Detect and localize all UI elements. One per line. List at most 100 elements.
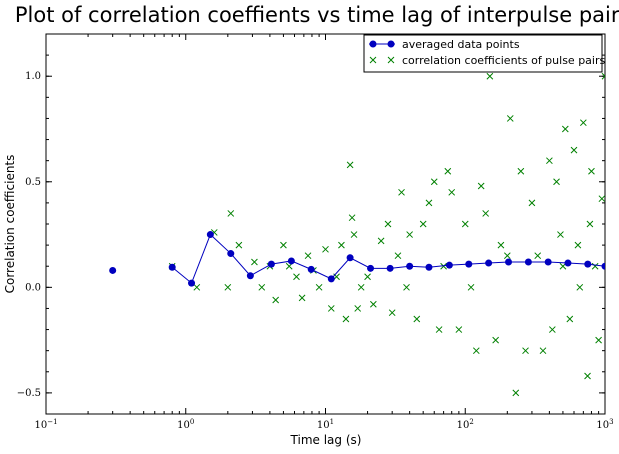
scatter-point [574, 241, 582, 249]
scatter-point [304, 252, 312, 260]
averaged-point [445, 261, 453, 269]
scatter-point [455, 326, 463, 333]
scatter-point [557, 231, 564, 238]
scatter-point [425, 199, 433, 207]
scatter-series [168, 72, 605, 397]
averaged-point [386, 264, 394, 272]
y-tick-label: 0.5 [25, 177, 41, 188]
averaged-point [601, 262, 605, 270]
scatter-point [576, 283, 584, 291]
scatter-point [506, 115, 514, 122]
scatter-point [357, 283, 365, 291]
scatter-point [486, 72, 494, 80]
averaged-point [267, 260, 275, 268]
averaged-line [171, 233, 605, 284]
plot-data [109, 72, 605, 397]
scatter-point [548, 326, 556, 333]
scatter-point [444, 167, 452, 175]
scatter-point [461, 220, 469, 228]
scatter-point [342, 315, 350, 323]
scatter-point [522, 347, 529, 355]
scatter-point [298, 294, 306, 302]
scatter-point [591, 262, 599, 270]
x-axis: 10−1 100 101 102 103 [34, 34, 614, 431]
legend-marker-averaged [387, 40, 395, 48]
averaged-point [524, 258, 532, 266]
legend: averaged data points correlation coeffic… [363, 34, 605, 73]
scatter-point [280, 241, 287, 249]
scatter-point [403, 283, 410, 291]
averaged-point [584, 260, 592, 268]
scatter-point [224, 283, 232, 291]
scatter-point [350, 231, 358, 238]
scatter-point [467, 283, 475, 291]
scatter-point [588, 167, 595, 175]
scatter-point [322, 245, 329, 253]
scatter-point [293, 273, 300, 281]
scatter-point [448, 188, 456, 196]
scatter-point [528, 199, 536, 207]
averaged-point [109, 266, 117, 274]
scatter-point [235, 241, 243, 249]
scatter-point [327, 305, 335, 312]
scatter-point [388, 309, 396, 317]
scatter-point [384, 220, 392, 228]
y-axis-label: Correlation coefficients [3, 155, 17, 294]
averaged-point [206, 231, 214, 239]
scatter-point [517, 167, 525, 175]
averaged-point [188, 279, 196, 287]
plot-area-frame [45, 33, 606, 415]
scatter-point [553, 178, 560, 186]
scatter-point [338, 241, 345, 249]
scatter-point [477, 182, 485, 190]
scatter-point [601, 72, 605, 80]
scatter-point [398, 188, 405, 196]
scatter-point [546, 157, 553, 165]
scatter-point [227, 210, 235, 217]
x-tick-label: 10−1 [34, 418, 57, 431]
scatter-point [598, 195, 605, 203]
legend-label-averaged: averaged data points [402, 38, 520, 51]
scatter-point [482, 210, 490, 217]
averaged-point [505, 258, 513, 266]
scatter-point [354, 305, 362, 312]
scatter-point [472, 347, 480, 355]
scatter-point [492, 336, 499, 344]
legend-label-pulse-pairs: correlation coefficients of pulse pairs [402, 54, 605, 67]
scatter-point [497, 241, 505, 249]
averaged-point [287, 257, 295, 265]
averaged-point [425, 263, 433, 271]
scatter-point [315, 283, 323, 291]
averaged-point [327, 275, 335, 283]
averaged-point [485, 259, 493, 267]
averaged-point [564, 259, 572, 267]
scatter-point [346, 161, 354, 169]
averaged-point [168, 263, 176, 271]
legend-marker-averaged [369, 40, 377, 48]
y-axis: −0.5 0.0 0.5 1.0 [17, 33, 605, 415]
averaged-point [246, 272, 254, 280]
averaged-point [465, 260, 473, 268]
scatter-point [251, 258, 258, 266]
y-tick-label: 0.0 [25, 282, 41, 293]
scatter-point [364, 273, 371, 281]
scatter-point [570, 146, 578, 154]
scatter-point [584, 372, 591, 380]
legend-box [363, 34, 603, 73]
scatter-point [413, 315, 421, 323]
averaged-point [406, 262, 414, 270]
scatter-point [193, 283, 201, 291]
scatter-point [566, 315, 574, 323]
scatter-point [579, 119, 587, 127]
scatter-point [258, 283, 266, 291]
averaged-point [346, 254, 354, 262]
averaged-series [109, 231, 605, 287]
scatter-point [272, 296, 280, 304]
x-tick-label: 101 [317, 418, 334, 431]
scatter-point [406, 231, 413, 238]
averaged-point [544, 258, 552, 266]
scatter-point [394, 252, 402, 260]
scatter-point [539, 347, 547, 355]
scatter-point [561, 125, 569, 133]
